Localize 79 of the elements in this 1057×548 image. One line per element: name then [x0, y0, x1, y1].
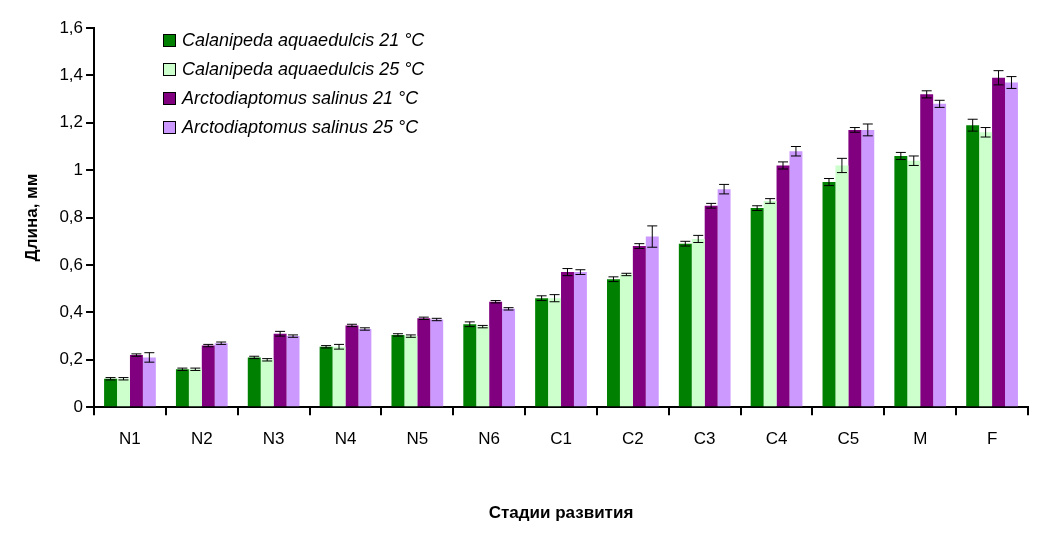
bar: [417, 318, 431, 407]
bar: [573, 272, 587, 407]
bar: [717, 189, 731, 407]
bar: [247, 357, 261, 407]
y-axis-title: Длина, мм: [21, 173, 41, 262]
bar: [535, 298, 549, 407]
x-tick-label: C4: [765, 429, 788, 449]
bar: [750, 208, 764, 407]
bar: [358, 328, 372, 407]
x-tick-label: C1: [550, 429, 572, 449]
x-tick-label: N3: [262, 429, 285, 449]
bar: [966, 125, 980, 407]
x-tick-label: C3: [693, 429, 716, 449]
x-tick-label: N5: [406, 429, 429, 449]
y-tick-label: 1,6: [59, 17, 84, 37]
y-tick-label: 1: [73, 159, 84, 179]
bar: [391, 334, 405, 407]
legend-label: Arctodiaptomus salinus 21 °C: [182, 88, 419, 109]
bar: [104, 378, 118, 407]
x-tick-label: N1: [119, 429, 141, 449]
y-tick-label: 0,2: [59, 349, 84, 369]
x-tick-label: C5: [837, 429, 860, 449]
bar: [260, 359, 274, 407]
bar: [763, 201, 777, 407]
legend-label: Arctodiaptomus salinus 25 °C: [182, 117, 419, 138]
y-tick-label: 0,8: [59, 207, 84, 227]
bar: [345, 325, 359, 407]
x-tick-label: N4: [334, 429, 357, 449]
legend-label: Calanipeda aquaedulcis 25 °C: [182, 59, 425, 80]
bar: [678, 243, 692, 407]
legend-label: Calanipeda aquaedulcis 21 °C: [182, 30, 425, 51]
bar: [404, 336, 418, 407]
bar: [1005, 82, 1018, 407]
bar: [430, 319, 444, 407]
y-tick-label: 1,4: [59, 65, 84, 85]
bar: [548, 298, 562, 407]
bar: [319, 346, 333, 407]
bar: [129, 355, 143, 407]
x-tick-label: N6: [478, 429, 501, 449]
bar: [463, 324, 477, 407]
y-tick-label: 0,4: [59, 302, 84, 322]
bar: [175, 369, 189, 407]
bar: [214, 343, 228, 407]
bar: [848, 129, 862, 407]
bar: [142, 357, 156, 407]
bar: [188, 369, 202, 407]
bar: [835, 165, 849, 407]
bar: [920, 94, 934, 407]
y-tick-label: 1,2: [59, 112, 84, 132]
x-axis-title: Стадии развития: [488, 503, 634, 523]
bar: [992, 77, 1006, 407]
bar: [822, 182, 836, 407]
bar: [894, 155, 908, 407]
bar: [201, 345, 215, 407]
y-tick-label: 0: [73, 396, 84, 416]
bar: [789, 151, 803, 407]
bar: [476, 326, 490, 407]
bar: [607, 279, 620, 407]
bar: [632, 246, 646, 407]
x-tick-label: N2: [190, 429, 213, 449]
bar: [561, 272, 574, 407]
bar: [776, 165, 790, 407]
bar: [691, 238, 705, 407]
bar: [704, 205, 718, 407]
bar: [645, 236, 659, 407]
bar: [979, 132, 993, 407]
bar: [273, 333, 287, 407]
bar: [861, 129, 875, 407]
y-tick-label: 0,6: [59, 254, 84, 274]
bar: [502, 308, 516, 407]
bar: [933, 103, 947, 407]
bar: [619, 274, 633, 407]
bar: [907, 160, 921, 407]
x-tick-label: F: [986, 429, 998, 449]
x-tick-label: M: [913, 429, 928, 449]
bar: [489, 301, 503, 407]
x-tick-label: C2: [621, 429, 644, 449]
bar: [117, 378, 130, 407]
bar: [286, 336, 300, 407]
